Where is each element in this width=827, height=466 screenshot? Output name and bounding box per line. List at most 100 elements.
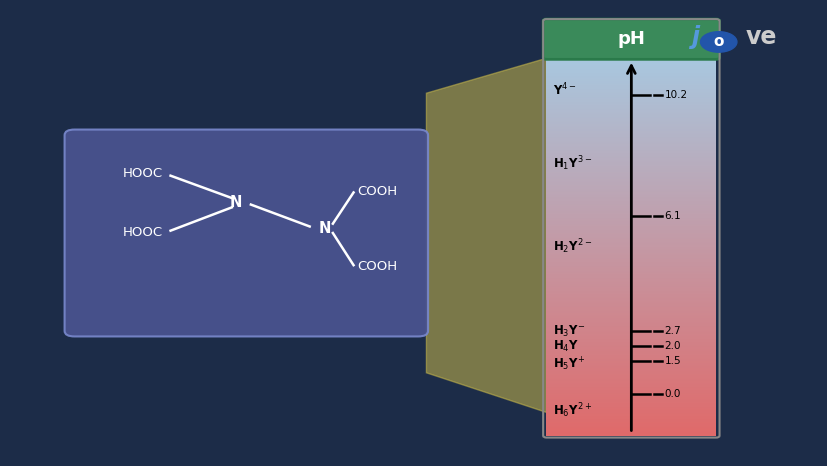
Bar <box>546 219 715 221</box>
Bar <box>546 159 715 161</box>
Bar <box>546 418 715 419</box>
Bar <box>546 303 715 305</box>
Bar <box>546 208 715 210</box>
Bar <box>546 407 715 409</box>
Bar <box>546 179 715 181</box>
Bar <box>546 151 715 152</box>
Bar <box>546 251 715 253</box>
Bar <box>546 380 715 382</box>
Bar <box>546 131 715 133</box>
Bar <box>546 274 715 275</box>
Bar <box>546 424 715 425</box>
Bar <box>546 140 715 142</box>
Bar <box>546 69 715 70</box>
Bar <box>546 337 715 339</box>
Bar <box>546 232 715 234</box>
Bar <box>546 269 715 271</box>
Bar <box>546 194 715 196</box>
Bar <box>546 411 715 413</box>
Bar <box>546 314 715 316</box>
Bar <box>546 391 715 393</box>
Bar <box>546 244 715 245</box>
Bar <box>546 321 715 322</box>
Bar <box>546 296 715 298</box>
Bar <box>546 423 715 425</box>
Bar <box>546 341 715 343</box>
Bar <box>546 117 715 119</box>
Bar <box>546 155 715 157</box>
Bar <box>546 259 715 260</box>
Bar <box>546 236 715 238</box>
Bar <box>546 180 715 182</box>
Bar <box>546 342 715 343</box>
Bar <box>546 406 715 408</box>
Text: H$_4$Y: H$_4$Y <box>552 339 578 354</box>
Bar <box>546 226 715 228</box>
Bar <box>546 144 715 146</box>
Bar <box>546 97 715 99</box>
Bar <box>546 207 715 209</box>
Bar <box>546 174 715 176</box>
Bar <box>546 355 715 356</box>
Bar <box>546 395 715 397</box>
Bar <box>546 71 715 73</box>
Bar <box>546 287 715 288</box>
FancyBboxPatch shape <box>65 130 428 336</box>
Bar <box>546 295 715 297</box>
Bar <box>546 350 715 351</box>
Bar <box>546 428 715 429</box>
Bar <box>546 265 715 267</box>
Bar <box>546 397 715 399</box>
Bar <box>546 178 715 180</box>
Bar <box>546 130 715 132</box>
Bar <box>546 361 715 363</box>
Text: H$_1$Y$^{3-}$: H$_1$Y$^{3-}$ <box>552 154 591 173</box>
Bar <box>546 290 715 292</box>
Text: pH: pH <box>617 30 644 48</box>
Bar <box>546 202 715 204</box>
Bar <box>546 163 715 164</box>
Bar <box>546 262 715 264</box>
Bar <box>546 154 715 156</box>
Bar <box>546 60 715 61</box>
Text: 10.2: 10.2 <box>664 90 686 100</box>
Bar <box>546 123 715 124</box>
Bar <box>546 304 715 306</box>
Bar <box>546 215 715 216</box>
Bar <box>546 146 715 148</box>
Bar <box>546 412 715 414</box>
Text: H$_6$Y$^{2+}$: H$_6$Y$^{2+}$ <box>552 402 591 420</box>
Bar <box>546 387 715 389</box>
Bar <box>546 375 715 377</box>
Bar <box>546 210 715 211</box>
Bar <box>546 241 715 243</box>
Bar <box>546 58 715 60</box>
Bar <box>546 164 715 166</box>
Bar <box>546 101 715 103</box>
Bar <box>546 80 715 82</box>
Bar <box>546 119 715 121</box>
Bar <box>546 433 715 434</box>
Bar <box>546 191 715 192</box>
Bar <box>546 313 715 315</box>
Bar <box>546 67 715 69</box>
Bar <box>546 227 715 229</box>
Bar <box>546 158 715 159</box>
Bar <box>546 116 715 118</box>
Bar <box>546 419 715 421</box>
Bar <box>546 432 715 433</box>
Bar <box>546 221 715 223</box>
Bar <box>546 160 715 162</box>
Bar <box>546 426 715 428</box>
Bar <box>546 187 715 189</box>
Bar <box>546 401 715 403</box>
Bar <box>546 86 715 88</box>
Circle shape <box>700 32 736 52</box>
Bar <box>546 99 715 100</box>
Bar <box>546 283 715 284</box>
Bar <box>546 271 715 273</box>
Bar <box>546 124 715 125</box>
Bar <box>546 356 715 357</box>
Bar <box>546 319 715 321</box>
Bar <box>546 249 715 250</box>
